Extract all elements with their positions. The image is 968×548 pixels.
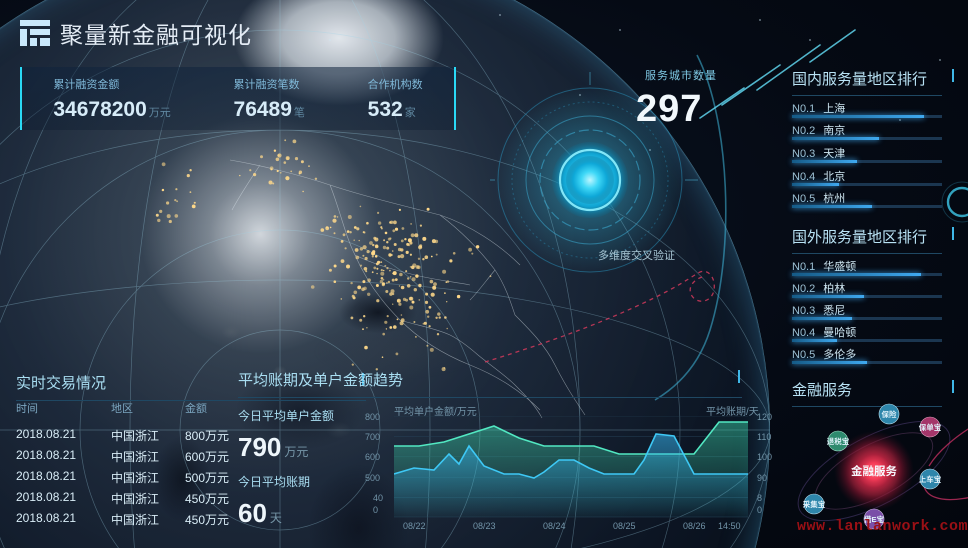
svg-text:保险: 保险 xyxy=(882,409,897,419)
svg-text:上车宝: 上车宝 xyxy=(919,474,942,484)
svg-text:金融服务: 金融服务 xyxy=(851,464,897,478)
svg-text:退税宝: 退税宝 xyxy=(827,436,850,446)
svg-text:采集宝: 采集宝 xyxy=(803,499,826,509)
svg-text:保单宝: 保单宝 xyxy=(919,422,942,432)
